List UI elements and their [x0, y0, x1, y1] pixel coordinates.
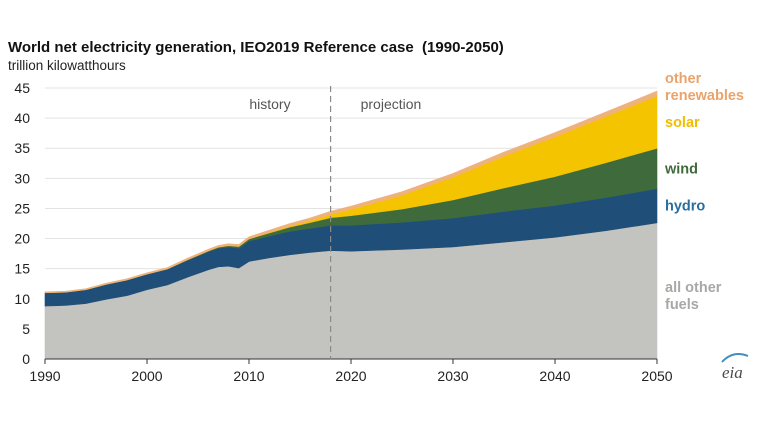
eia-logo-text: eia: [722, 363, 743, 382]
eia-logo-arc: [721, 353, 749, 363]
y-tick-label-35: 35: [14, 140, 30, 156]
x-tick-label-2050: 2050: [641, 368, 672, 384]
x-tick-label-2010: 2010: [233, 368, 264, 384]
y-tick-label-25: 25: [14, 200, 30, 216]
x-tick-label-2040: 2040: [539, 368, 570, 384]
chart-title: World net electricity generation, IEO201…: [8, 39, 504, 56]
y-tick-label-40: 40: [14, 110, 30, 126]
projection-label: projection: [361, 96, 422, 112]
y-axis-label: trillion kilowatthours: [8, 58, 126, 73]
eia-logo: eia: [721, 353, 749, 382]
x-tick-label-2020: 2020: [335, 368, 366, 384]
series-label-solar: solar: [665, 115, 700, 131]
series-label-all-other-fuels: all other fuels: [665, 280, 722, 313]
annotations: history projection: [249, 86, 421, 359]
x-tick-label-2000: 2000: [131, 368, 162, 384]
y-tick-label-30: 30: [14, 170, 30, 186]
series-label-other-renewables: other renewables: [665, 71, 744, 104]
y-tick-label-20: 20: [14, 231, 30, 247]
y-tick-label-0: 0: [22, 351, 30, 367]
x-tick-label-2030: 2030: [437, 368, 468, 384]
series-label-wind: wind: [664, 161, 698, 177]
area-other-renewables: [44, 90, 658, 294]
y-tick-label-15: 15: [14, 261, 30, 277]
x-tick-label-1990: 1990: [29, 368, 60, 384]
y-tick-label-10: 10: [14, 291, 30, 307]
series-labels: all other fuels hydro wind solar other renewab…: [664, 71, 744, 313]
stacked-areas: [44, 90, 658, 360]
axes: 1990 2000 2010 2020 2030 2040 2050 0 5 10 15 20 25 30…: [14, 80, 672, 384]
y-tick-label-5: 5: [22, 321, 30, 337]
series-label-hydro: hydro: [665, 199, 705, 215]
y-tick-label-45: 45: [14, 80, 30, 96]
history-label: history: [249, 96, 290, 112]
